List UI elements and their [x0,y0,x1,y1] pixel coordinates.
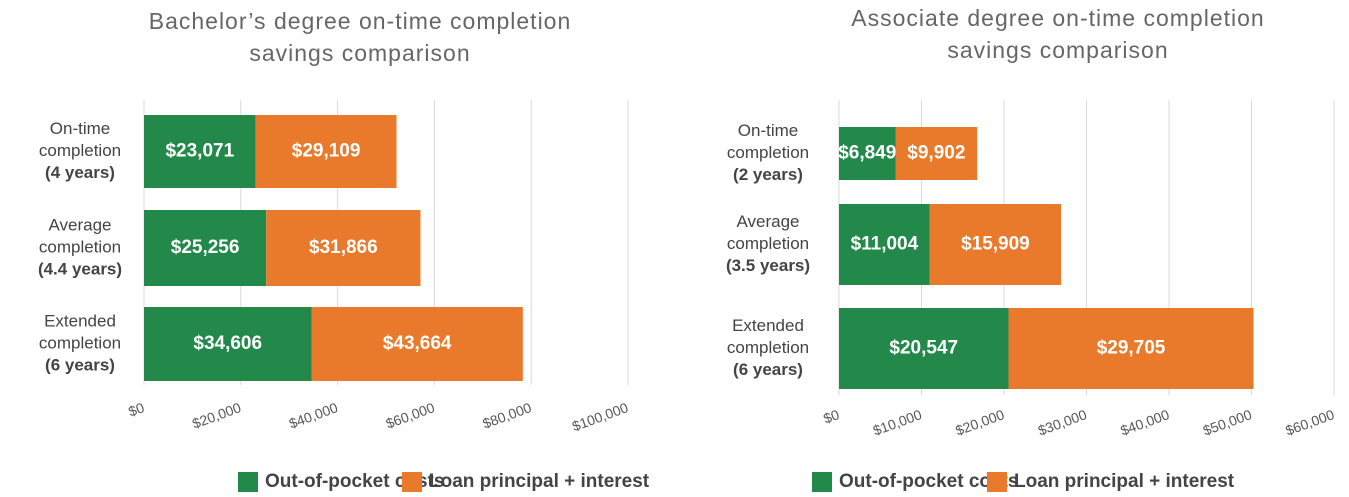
x-tick-label: $100,000 [570,399,631,434]
category-label: (4.4 years) [38,259,122,278]
x-tick-label: $60,000 [1283,406,1336,438]
value-label: $20,547 [889,338,958,359]
category-label: completion [39,141,121,160]
bar-segment [311,307,523,381]
x-tick-label: $30,000 [1036,406,1089,438]
legend-label: Out-of-pocket costs [265,471,444,492]
category-label: completion [727,234,809,253]
bar-segment [144,307,312,381]
category-label: completion [39,333,121,352]
category-label: Extended [732,316,804,335]
legend-swatch [238,472,258,492]
chart-title: savings comparison [947,37,1168,63]
bar-segment [144,115,256,188]
value-label: $15,909 [961,234,1030,255]
x-tick-label: $0 [821,406,841,426]
chart-title: Bachelor’s degree on-time completion [149,8,572,34]
bar-segment [839,308,1009,389]
legend-label: Out-of-pocket costs [839,471,1018,492]
value-label: $29,109 [292,141,361,162]
bar-segment [144,210,267,286]
value-label: $43,664 [383,333,452,354]
legend-swatch [812,472,832,492]
category-label: completion [727,143,809,162]
x-tick-label: $40,000 [1118,406,1171,438]
value-label: $34,606 [193,333,262,354]
category-label: (2 years) [733,165,803,184]
category-label: Average [736,212,799,231]
value-label: $25,256 [171,237,240,258]
category-label: (6 years) [733,360,803,379]
category-label: On-time [50,119,110,138]
category-label: completion [39,237,121,256]
x-tick-label: $0 [126,399,146,419]
value-label: $9,902 [907,143,965,164]
category-label: completion [727,338,809,357]
bar-segment [1008,308,1254,389]
x-tick-label: $10,000 [871,406,924,438]
bar-segment [895,127,978,180]
value-label: $31,866 [309,237,378,258]
chart-title: Associate degree on-time completion [851,5,1264,31]
value-label: $11,004 [851,234,919,255]
value-label: $29,705 [1097,338,1166,359]
bar-segment [929,204,1062,285]
legend-swatch [402,472,422,492]
value-label: $23,071 [165,141,234,162]
category-label: On-time [738,121,798,140]
legend-label: Loan principal + interest [429,471,650,492]
x-tick-label: $20,000 [190,399,243,431]
x-tick-label: $40,000 [287,399,340,431]
bar-segment [255,115,397,188]
value-label: $6,849 [838,143,896,164]
x-tick-label: $80,000 [480,399,533,431]
category-label: Extended [44,311,116,330]
category-label: (4 years) [45,163,115,182]
x-tick-label: $60,000 [384,399,437,431]
bar-segment [839,127,896,180]
x-tick-label: $50,000 [1201,406,1254,438]
bar-segment [266,210,421,286]
x-tick-label: $20,000 [953,406,1006,438]
legend-label: Loan principal + interest [1014,471,1235,492]
legend-swatch [987,472,1007,492]
category-label: (6 years) [45,355,115,374]
category-label: Average [48,215,111,234]
chart-title: savings comparison [249,40,470,66]
bar-segment [839,204,930,285]
category-label: (3.5 years) [726,256,810,275]
